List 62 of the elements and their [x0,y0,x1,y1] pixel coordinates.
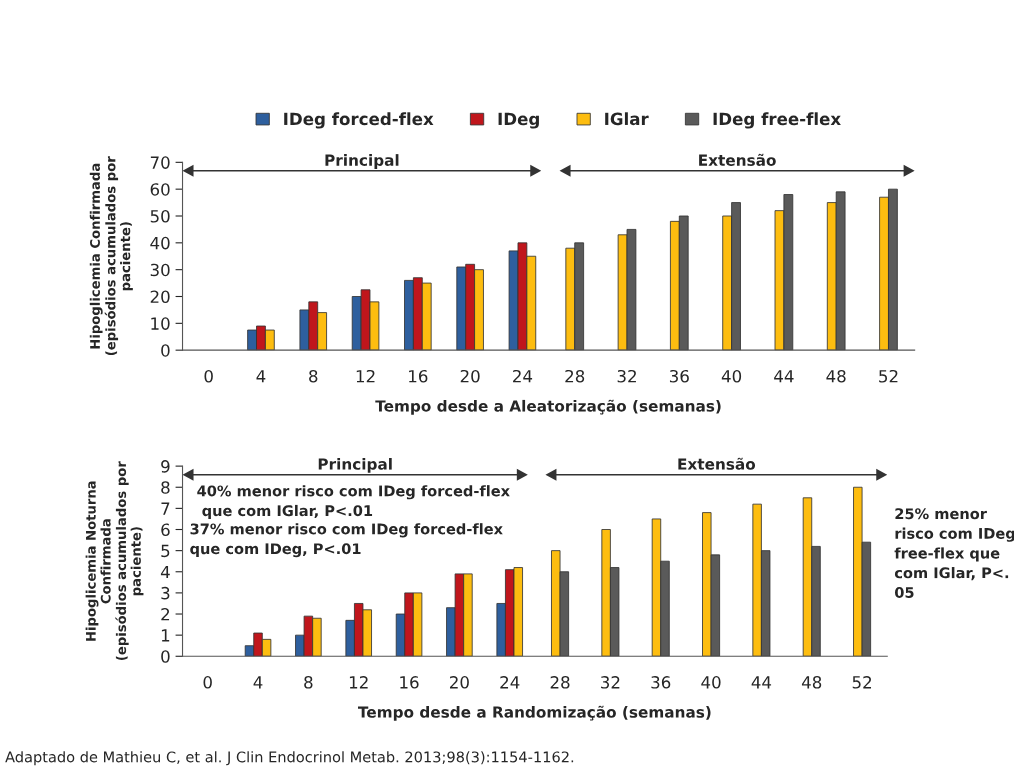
x-tick-label: 52 [879,369,898,383]
x-tick-label: 12 [349,676,368,689]
x-tick-label: 48 [826,369,846,383]
y-tick-label: 70 [150,156,170,169]
y-axis-title: Hipoglicemia Noturna Confirmada (episódios acumulados por paciente) [85,461,144,661]
x-tick-label: 20 [450,676,469,689]
x-tick-label: 28 [550,676,570,689]
x-tick-label: 52 [852,676,872,689]
x-tick-label: 0 [203,676,212,689]
x-tick-label: 12 [356,369,375,383]
y-tick-label: 10 [151,317,170,330]
x-tick-label: 36 [669,369,689,383]
x-tick-label: 32 [601,676,620,689]
legend-label: IDeg forced-flex [284,112,434,129]
x-tick-label: 16 [400,676,419,689]
y-tick-label: 5 [161,544,170,558]
y-tick-label: 50 [150,209,170,223]
y-tick-label: 9 [161,460,170,473]
x-tick-label: 28 [565,369,585,383]
x-tick-label: 20 [460,369,480,383]
annotation: Principal [325,154,399,169]
x-tick-label: 4 [256,370,266,383]
x-axis-title: Tempo desde a Randomização (semanas) [358,705,711,721]
y-tick-label: 7 [161,502,170,515]
x-tick-label: 44 [774,370,794,383]
annotation: 37% menor risco com IDeg forced-flex que com IDeg, P<.01 [190,523,503,558]
y-tick-label: 20 [150,290,170,304]
annotation: Principal [318,457,392,473]
y-tick-label: 60 [150,183,170,196]
x-tick-label: 48 [801,676,822,689]
x-tick-label: 4 [253,676,263,689]
x-tick-label: 40 [701,676,721,689]
text: Adaptado de Mathieu C, et al. J Clin Endocrinol Metab. 2013;98(3):1154-1162. [5,751,574,766]
x-tick-label: 8 [309,369,318,383]
x-axis-title: Tempo desde a Aleatorização (semanas) [375,399,721,415]
y-tick-label: 4 [160,565,170,579]
legend-label: IDeg free-flex [713,112,841,129]
annotation: 40% menor risco com IDeg forced-flex que com IGlar, P<.01 [197,485,510,520]
y-tick-label: 0 [161,650,170,663]
y-axis-title: Hipoglicemia Confirmada (episódios acumulados por paciente) [89,156,133,356]
y-tick-label: 30 [150,263,170,277]
y-tick-label: 3 [161,586,170,600]
legend-label: IDeg [498,112,539,129]
x-tick-label: 44 [751,676,772,689]
y-tick-label: 40 [150,236,170,250]
x-tick-label: 40 [721,369,742,383]
x-tick-label: 0 [204,369,213,383]
x-tick-label: 8 [304,676,313,689]
x-tick-label: 16 [409,369,428,383]
y-tick-label: 8 [161,481,170,494]
y-tick-label: 2 [161,607,170,621]
x-tick-label: 24 [513,369,533,383]
x-tick-label: 32 [617,369,636,383]
y-tick-label: 1 [161,629,170,642]
annotation: Extensão [699,153,776,166]
annotation: Extensão [678,457,756,470]
y-tick-label: 0 [161,344,170,357]
y-tick-label: 6 [161,523,170,537]
x-tick-label: 24 [500,676,520,689]
x-tick-label: 36 [651,676,671,689]
text: 25% menor risco com IDeg free-flex que com IGlar, P<. 05 [894,508,1014,598]
legend-label: IGlar [605,112,649,126]
